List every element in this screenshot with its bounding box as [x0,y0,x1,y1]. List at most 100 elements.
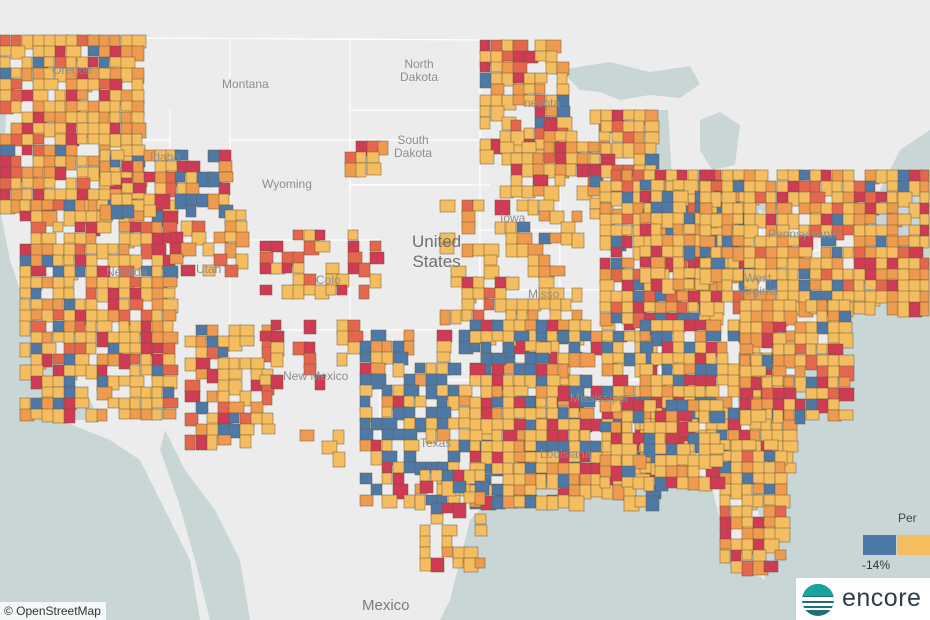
county-region[interactable] [554,174,566,187]
county-region[interactable] [21,188,33,201]
county-region[interactable] [875,268,889,282]
county-region[interactable] [332,451,346,468]
county-region[interactable] [538,210,551,222]
county-region[interactable] [816,387,830,400]
county-region[interactable] [534,83,546,95]
county-region[interactable] [359,384,373,398]
county-region[interactable] [794,398,806,411]
county-region[interactable] [732,213,744,225]
county-region[interactable] [447,417,460,430]
county-region[interactable] [120,34,134,47]
county-region[interactable] [107,309,120,323]
county-region[interactable] [414,395,427,408]
county-region[interactable] [129,408,142,420]
county-region[interactable] [85,276,98,289]
county-region[interactable] [43,155,56,168]
county-region[interactable] [513,363,527,376]
county-region[interactable] [556,83,570,96]
county-region[interactable] [235,220,248,234]
county-region[interactable] [831,180,843,193]
county-region[interactable] [787,213,800,230]
county-region[interactable] [730,516,744,530]
county-region[interactable] [185,182,200,196]
county-region[interactable] [120,122,133,135]
county-region[interactable] [19,342,31,358]
county-region[interactable] [805,299,818,313]
county-region[interactable] [162,309,177,322]
county-region[interactable] [32,34,46,47]
county-region[interactable] [842,246,854,259]
county-region[interactable] [710,257,726,270]
county-region[interactable] [699,169,716,181]
county-region[interactable] [118,243,130,256]
county-region[interactable] [709,443,725,455]
county-region[interactable] [270,374,284,390]
county-region[interactable] [461,221,476,235]
county-region[interactable] [314,374,326,391]
county-region[interactable] [109,111,121,124]
county-region[interactable] [162,386,175,399]
county-region[interactable] [140,397,153,411]
county-region[interactable] [107,298,121,311]
county-region[interactable] [121,160,135,173]
county-region[interactable] [623,385,635,397]
county-region[interactable] [516,243,530,258]
county-region[interactable] [820,235,837,247]
county-region[interactable] [772,365,787,377]
county-region[interactable] [557,494,570,509]
county-region[interactable] [721,169,734,183]
county-region[interactable] [820,169,832,183]
county-region[interactable] [510,152,524,166]
county-region[interactable] [776,279,790,293]
county-region[interactable] [897,301,911,318]
county-region[interactable] [599,191,613,203]
county-region[interactable] [140,364,153,376]
county-region[interactable] [512,61,528,74]
county-region[interactable] [827,321,841,335]
county-region[interactable] [474,469,486,483]
county-region[interactable] [709,476,726,490]
county-region[interactable] [202,264,216,277]
county-region[interactable] [897,191,913,208]
county-region[interactable] [132,182,147,194]
county-region[interactable] [129,364,141,378]
county-region[interactable] [52,199,65,211]
county-region[interactable] [436,351,451,363]
county-region[interactable] [140,243,153,260]
county-region[interactable] [654,301,668,315]
county-region[interactable] [85,320,97,333]
county-region[interactable] [730,560,744,574]
county-region[interactable] [549,309,562,322]
county-region[interactable] [886,180,899,192]
county-region[interactable] [743,202,757,215]
county-region[interactable] [538,276,555,290]
county-region[interactable] [480,352,493,366]
county-region[interactable] [461,298,475,312]
county-region[interactable] [853,191,866,203]
county-region[interactable] [195,335,207,349]
county-region[interactable] [774,483,788,497]
county-region[interactable] [98,45,111,59]
county-region[interactable] [599,279,615,293]
county-region[interactable] [469,374,482,387]
county-region[interactable] [491,330,505,342]
county-region[interactable] [741,549,753,561]
county-region[interactable] [919,180,930,194]
county-region[interactable] [772,398,786,412]
county-region[interactable] [239,423,255,436]
county-region[interactable] [403,329,415,342]
county-region[interactable] [560,298,572,312]
county-region[interactable] [162,265,179,279]
county-region[interactable] [743,279,759,291]
county-region[interactable] [579,374,593,389]
county-region[interactable] [74,221,86,233]
county-region[interactable] [661,330,673,343]
county-region[interactable] [809,180,821,194]
county-region[interactable] [239,390,252,407]
county-region[interactable] [359,494,374,507]
county-region[interactable] [919,169,930,183]
county-region[interactable] [676,476,690,490]
county-region[interactable] [820,246,832,260]
county-region[interactable] [129,287,143,300]
county-region[interactable] [118,287,131,299]
